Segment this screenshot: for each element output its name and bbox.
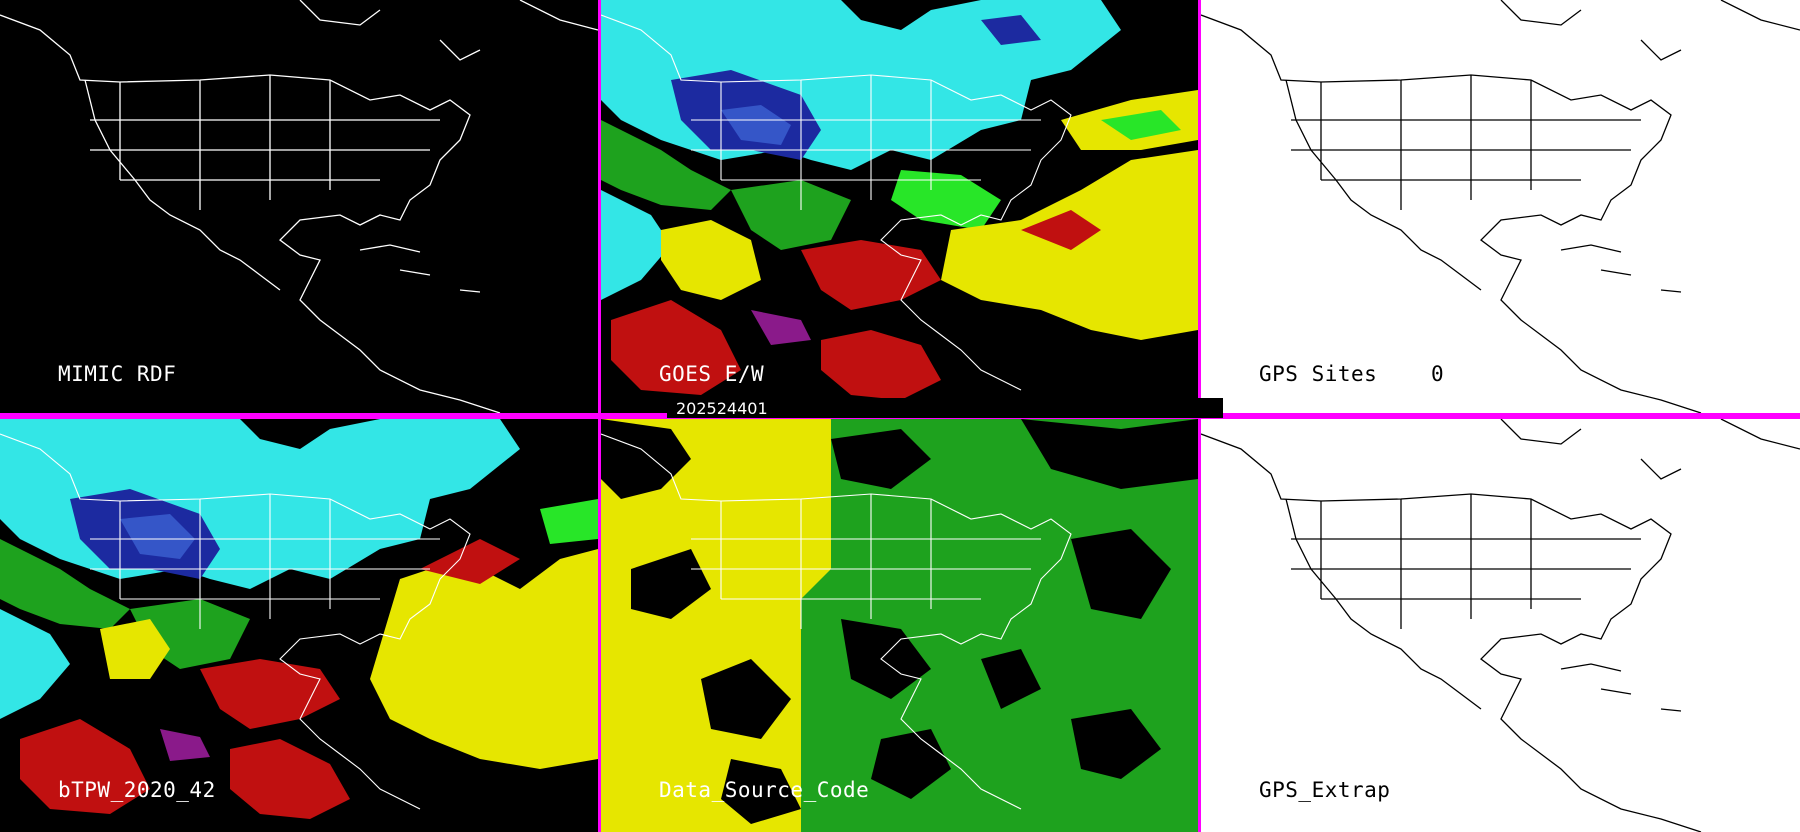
panel-label: GPS_Extrap bbox=[1259, 778, 1391, 802]
panel-label: Data_Source_Code bbox=[659, 778, 870, 802]
panel-btpw[interactable]: bTPW_2020_42 bbox=[0, 419, 598, 832]
panel-label: MIMIC RDF bbox=[58, 362, 177, 386]
map-outline bbox=[0, 0, 598, 413]
gps-site-count: 0 bbox=[1431, 362, 1444, 386]
goes-moisture-field bbox=[601, 0, 1198, 400]
timestamp-bar bbox=[667, 398, 1223, 418]
panel-gps-extrap[interactable]: GPS_Extrap bbox=[1201, 419, 1800, 832]
panel-label: bTPW_2020_42 bbox=[58, 778, 216, 802]
map-outline bbox=[1201, 0, 1800, 413]
panel-goes-ew[interactable]: GOES E/W bbox=[601, 0, 1198, 413]
btpw-moisture-field bbox=[0, 419, 598, 819]
map-outline bbox=[1201, 419, 1800, 832]
data-source-field bbox=[601, 419, 1198, 832]
divider-vertical-left bbox=[598, 0, 601, 832]
panel-data-source-code[interactable]: Data_Source_Code bbox=[601, 419, 1198, 832]
panel-label: GOES E/W bbox=[659, 362, 765, 386]
timestamp: 202524401 bbox=[676, 399, 768, 418]
panel-gps-sites[interactable]: GPS Sites 0 bbox=[1201, 0, 1800, 413]
panel-label: GPS Sites bbox=[1259, 362, 1378, 386]
panel-mimic-rdf[interactable]: MIMIC RDF bbox=[0, 0, 598, 413]
